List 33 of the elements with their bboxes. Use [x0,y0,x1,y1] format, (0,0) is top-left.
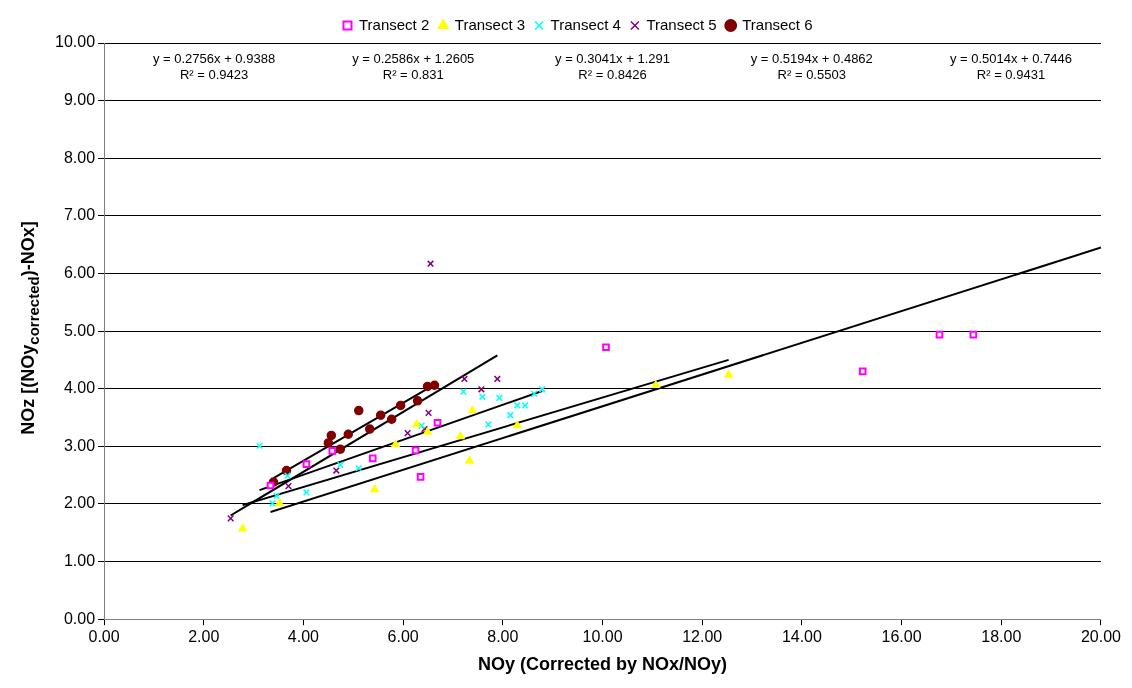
y-tick-label: 10.00 [54,33,96,51]
legend-label: Transect 6 [742,15,813,33]
x-tick-label: 20.00 [1080,628,1122,646]
y-tick-label: 0.00 [63,609,96,627]
y-tick-label: 8.00 [63,148,96,166]
annotation: y = 0.2586x + 1.2605 R² = 0.831 [352,51,475,83]
legend-label: Transect 4 [550,15,621,33]
legend-label: Transect 3 [454,15,526,33]
annotation: y = 0.5194x + 0.4862 R² = 0.5503 [750,51,873,83]
x-tick-label: 8.00 [487,628,519,646]
legend-label: Transect 5 [646,15,717,33]
x-tick-label: 14.00 [781,628,823,646]
y-tick-label: 1.00 [63,551,96,569]
y-tick-label: 4.00 [63,379,96,397]
y-tick-label: 2.00 [63,494,96,512]
annotation: y = 0.3041x + 1.291 R² = 0.8426 [555,51,670,83]
y-tick-label: 3.00 [63,436,96,454]
annotation: y = 0.2756x + 0.9388 R² = 0.9423 [152,51,276,83]
x-tick-label: 2.00 [188,628,220,646]
y-tick-label: 5.00 [63,321,96,339]
x-axis-title: NOy (Corrected by NOx/NOy) [477,654,728,675]
x-tick-label: 18.00 [981,628,1022,646]
x-tick-label: 16.00 [881,628,922,646]
x-tick-label: 4.00 [287,628,320,646]
x-tick-label: 0.00 [88,628,120,646]
x-tick-label: 12.00 [682,628,723,646]
annotation: y = 0.5014x + 0.7446 R² = 0.9431 [949,51,1073,83]
y-tick-label: 9.00 [63,91,96,109]
legend-label: Transect 2 [358,15,430,33]
x-tick-label: 10.00 [582,628,623,646]
y-tick-label: 6.00 [63,263,96,281]
x-tick-label: 6.00 [387,628,419,646]
y-tick-label: 7.00 [63,206,96,224]
